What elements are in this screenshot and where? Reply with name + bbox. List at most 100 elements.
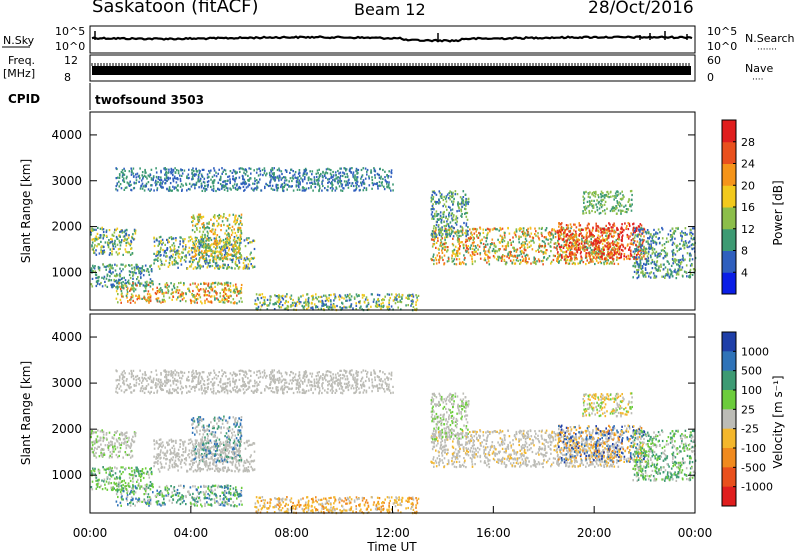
power-cell bbox=[613, 198, 615, 200]
power-cell bbox=[237, 242, 239, 244]
power-cell bbox=[448, 258, 450, 260]
power-cell bbox=[627, 245, 629, 247]
power-cell bbox=[431, 233, 433, 235]
power-cell bbox=[460, 196, 462, 198]
power-cell bbox=[91, 227, 93, 229]
power-cell bbox=[590, 241, 592, 243]
power-cell bbox=[446, 200, 448, 202]
power-cell bbox=[545, 236, 547, 238]
nsky-panel: N.Sky 10^5 10^0 10^5 10^0 N.Search ·····… bbox=[2, 25, 795, 55]
power-cell bbox=[244, 257, 246, 259]
power-cell bbox=[109, 270, 111, 272]
power-cell bbox=[381, 303, 383, 305]
power-cell bbox=[257, 308, 259, 310]
power-cell bbox=[199, 227, 201, 229]
power-cell bbox=[181, 293, 183, 295]
power-cell bbox=[383, 299, 385, 301]
power-cell bbox=[680, 235, 682, 237]
power-cell bbox=[617, 229, 619, 231]
power-cell bbox=[685, 240, 687, 242]
power-cell bbox=[451, 257, 453, 259]
power-cell bbox=[225, 258, 227, 260]
cpid-row: CPID twofsound 3503 bbox=[8, 83, 204, 110]
power-cell bbox=[388, 181, 390, 183]
power-cell bbox=[638, 276, 640, 278]
power-cell bbox=[643, 235, 645, 237]
power-cell bbox=[114, 275, 116, 277]
power-cell bbox=[532, 248, 534, 250]
power-cell bbox=[136, 278, 138, 280]
power-cell bbox=[456, 234, 458, 236]
power-cell bbox=[192, 290, 194, 292]
power-cell bbox=[490, 243, 492, 245]
power-cell bbox=[475, 230, 477, 232]
power-cell bbox=[468, 198, 470, 200]
power-cell bbox=[623, 196, 625, 198]
power-cell bbox=[471, 258, 473, 260]
power-cell bbox=[188, 250, 190, 252]
power-cell bbox=[574, 248, 576, 250]
power-cell bbox=[604, 209, 606, 211]
power-cell bbox=[251, 187, 253, 189]
power-cell bbox=[486, 235, 488, 237]
power-cell bbox=[334, 297, 336, 299]
power-cell bbox=[97, 277, 99, 279]
power-cell bbox=[158, 240, 160, 242]
power-cell bbox=[165, 252, 167, 254]
power-cell bbox=[377, 299, 379, 301]
power-cell bbox=[308, 179, 310, 181]
power-cell bbox=[439, 234, 441, 236]
power-cell bbox=[460, 209, 462, 211]
power-cell bbox=[639, 231, 641, 233]
power-cell bbox=[203, 246, 205, 248]
power-cell bbox=[170, 248, 172, 250]
power-cell bbox=[598, 202, 600, 204]
power-cell bbox=[366, 171, 368, 173]
power-cell bbox=[535, 262, 537, 264]
power-cell bbox=[286, 189, 288, 191]
power-cell bbox=[233, 285, 235, 287]
power-cell bbox=[564, 259, 566, 261]
power-cell bbox=[522, 256, 524, 258]
power-cell bbox=[133, 274, 135, 276]
power-cell bbox=[381, 184, 383, 186]
power-cell bbox=[226, 230, 228, 232]
power-cell bbox=[352, 307, 354, 309]
power-cell bbox=[522, 233, 524, 235]
power-cell bbox=[648, 263, 650, 265]
power-cell bbox=[226, 253, 228, 255]
power-cell bbox=[672, 275, 674, 277]
power-cell bbox=[619, 248, 621, 250]
nave-label: Nave bbox=[745, 62, 773, 75]
power-cell bbox=[569, 262, 571, 264]
power-cell bbox=[172, 262, 174, 264]
power-cell bbox=[346, 296, 348, 298]
power-cell bbox=[286, 293, 288, 295]
power-cell bbox=[446, 250, 448, 252]
power-cell bbox=[475, 228, 477, 230]
power-cell bbox=[364, 187, 366, 189]
power-cell bbox=[102, 237, 104, 239]
power-cell bbox=[98, 267, 100, 269]
power-cell bbox=[604, 258, 606, 260]
power-cell bbox=[462, 234, 464, 236]
power-cell bbox=[190, 236, 192, 238]
power-cell bbox=[239, 215, 241, 217]
power-cell bbox=[183, 297, 185, 299]
power-cell bbox=[534, 259, 536, 261]
power-cell bbox=[173, 238, 175, 240]
power-cell bbox=[496, 258, 498, 260]
power-cell bbox=[475, 245, 477, 247]
power-cell bbox=[554, 255, 556, 257]
power-cell bbox=[457, 204, 459, 206]
power-cell bbox=[225, 241, 227, 243]
power-cell bbox=[591, 249, 593, 251]
power-cell bbox=[600, 228, 602, 230]
power-cell bbox=[322, 303, 324, 305]
power-cell bbox=[200, 236, 202, 238]
power-cell bbox=[155, 292, 157, 294]
power-cell bbox=[608, 253, 610, 255]
power-cell bbox=[114, 240, 116, 242]
power-cell bbox=[448, 214, 450, 216]
power-cell bbox=[120, 241, 122, 243]
